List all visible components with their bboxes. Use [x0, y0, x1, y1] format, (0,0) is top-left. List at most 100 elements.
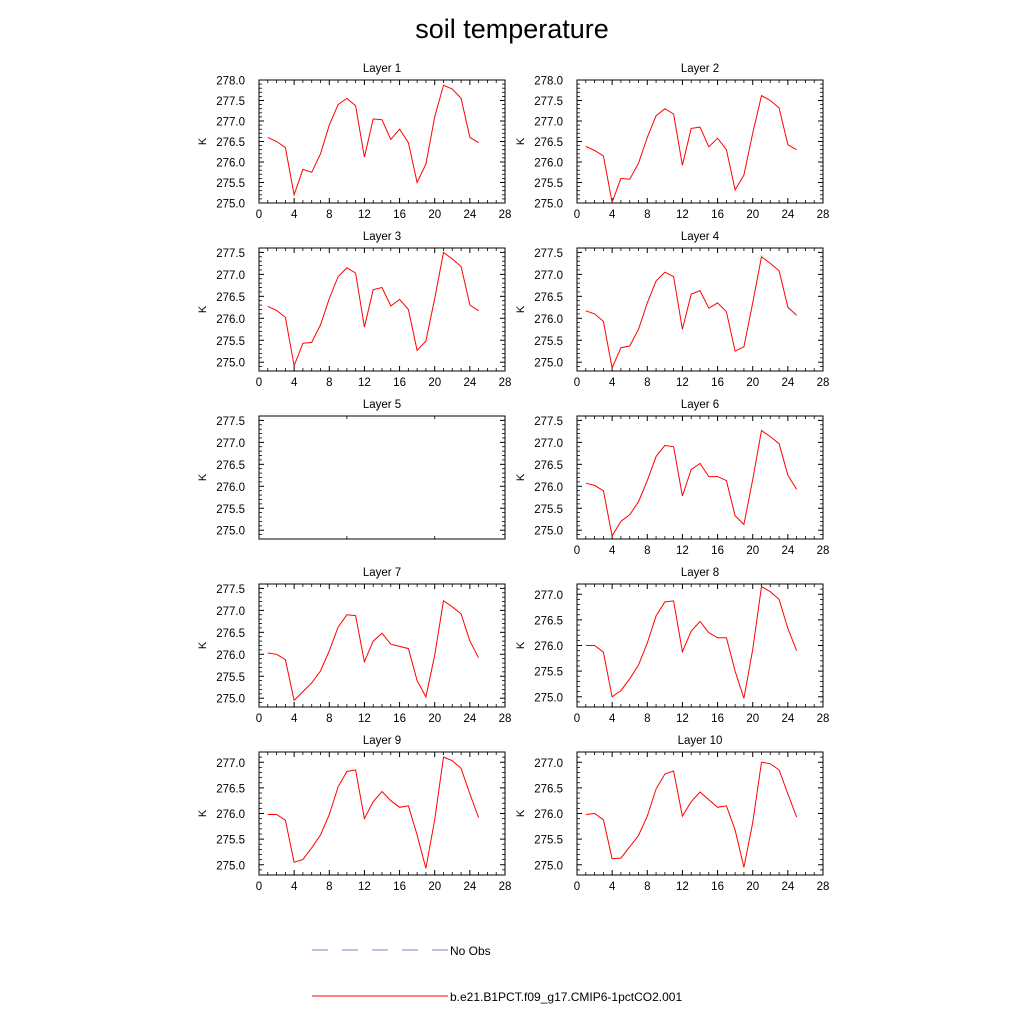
panel-frame: [258, 751, 506, 876]
y-tick-label: 277.5: [534, 248, 563, 260]
y-tick-label: 277.0: [534, 758, 563, 770]
x-tick-label: 12: [358, 713, 371, 725]
y-tick-label: 275.0: [534, 199, 563, 211]
y-tick-label: 276.5: [216, 137, 245, 149]
x-tick-label: 12: [676, 881, 689, 893]
y-tick-label: 275.0: [216, 694, 245, 706]
x-tick-label: 0: [256, 881, 262, 893]
y-tick-label: 276.5: [216, 292, 245, 304]
x-tick-label: 24: [781, 377, 794, 389]
panel-title: Layer 7: [363, 567, 401, 579]
panel-frame: [576, 79, 824, 204]
y-tick-label: 275.0: [216, 199, 245, 211]
y-tick-label: 277.5: [534, 96, 563, 108]
x-tick-label: 16: [711, 881, 724, 893]
y-axis-label: K: [197, 809, 209, 817]
y-tick-label: 275.5: [534, 835, 563, 847]
panel-frame: [258, 583, 506, 708]
y-axis-label: K: [515, 137, 527, 145]
y-tick-label: 277.0: [216, 758, 245, 770]
y-tick-label: 276.0: [216, 482, 245, 494]
y-tick-label: 276.5: [534, 615, 563, 627]
x-tick-label: 20: [746, 713, 759, 725]
y-tick-label: 275.0: [216, 526, 245, 538]
panel-frame: [576, 751, 824, 876]
panel-title: Layer 9: [363, 735, 401, 747]
x-tick-label: 28: [499, 881, 512, 893]
panel-frame: [258, 79, 506, 204]
y-tick-label: 276.0: [534, 314, 563, 326]
x-tick-label: 28: [499, 377, 512, 389]
x-tick-label: 0: [256, 377, 262, 389]
y-tick-label: 275.0: [534, 358, 563, 370]
x-tick-label: 8: [326, 713, 332, 725]
x-tick-label: 0: [574, 377, 580, 389]
x-tick-label: 20: [746, 881, 759, 893]
y-axis-label: K: [515, 809, 527, 817]
x-tick-label: 20: [428, 713, 441, 725]
y-axis-label: K: [197, 305, 209, 313]
series-line: [585, 255, 797, 370]
x-tick-label: 8: [644, 377, 650, 389]
x-tick-label: 16: [393, 713, 406, 725]
x-tick-label: 24: [781, 881, 794, 893]
panel-frame: [576, 415, 824, 540]
y-tick-label: 275.0: [216, 358, 245, 370]
y-tick-label: 275.5: [216, 504, 245, 516]
y-tick-label: 276.0: [216, 158, 245, 170]
x-tick-label: 8: [326, 377, 332, 389]
y-axis-label: K: [515, 305, 527, 313]
x-tick-label: 28: [817, 713, 830, 725]
panel-title: Layer 4: [681, 231, 720, 243]
x-tick-label: 12: [358, 209, 371, 221]
x-tick-label: 8: [644, 545, 650, 557]
y-tick-label: 275.0: [534, 692, 563, 704]
x-tick-label: 28: [499, 209, 512, 221]
panel-title: Layer 10: [678, 735, 723, 747]
x-tick-label: 24: [463, 713, 476, 725]
x-tick-label: 8: [644, 209, 650, 221]
x-tick-label: 0: [574, 881, 580, 893]
x-tick-label: 24: [781, 713, 794, 725]
x-tick-label: 16: [711, 209, 724, 221]
x-tick-label: 4: [609, 545, 616, 557]
x-tick-label: 24: [781, 209, 794, 221]
x-tick-label: 12: [358, 881, 371, 893]
x-tick-label: 20: [428, 881, 441, 893]
y-tick-label: 276.0: [534, 809, 563, 821]
y-tick-label: 277.5: [216, 584, 245, 596]
y-tick-label: 278.0: [216, 76, 245, 88]
x-tick-label: 20: [428, 377, 441, 389]
x-tick-label: 28: [817, 881, 830, 893]
x-tick-label: 16: [711, 377, 724, 389]
panel-frame: [576, 583, 824, 708]
y-tick-label: 276.0: [216, 809, 245, 821]
y-tick-label: 275.5: [534, 178, 563, 190]
y-tick-label: 277.0: [534, 438, 563, 450]
y-tick-label: 275.5: [534, 504, 563, 516]
x-tick-label: 12: [358, 377, 371, 389]
y-axis-label: K: [197, 473, 209, 481]
y-tick-label: 276.0: [534, 482, 563, 494]
x-tick-label: 4: [291, 881, 298, 893]
y-axis-label: K: [515, 641, 527, 649]
x-tick-label: 4: [609, 713, 616, 725]
y-tick-label: 276.0: [216, 314, 245, 326]
x-tick-label: 12: [676, 377, 689, 389]
y-tick-label: 275.5: [216, 336, 245, 348]
x-tick-label: 16: [393, 209, 406, 221]
x-tick-label: 0: [574, 545, 580, 557]
y-tick-label: 277.0: [216, 270, 245, 282]
y-tick-label: 277.0: [534, 117, 563, 129]
y-tick-label: 275.0: [534, 860, 563, 872]
y-tick-label: 276.5: [534, 783, 563, 795]
y-tick-label: 276.5: [216, 783, 245, 795]
y-tick-label: 276.5: [216, 628, 245, 640]
y-tick-label: 276.5: [216, 460, 245, 472]
chart-title: soil temperature: [415, 14, 609, 44]
y-tick-label: 277.5: [216, 416, 245, 428]
y-tick-label: 275.5: [534, 667, 563, 679]
panel-frame: [258, 247, 506, 372]
x-tick-label: 28: [499, 713, 512, 725]
x-tick-label: 16: [393, 881, 406, 893]
